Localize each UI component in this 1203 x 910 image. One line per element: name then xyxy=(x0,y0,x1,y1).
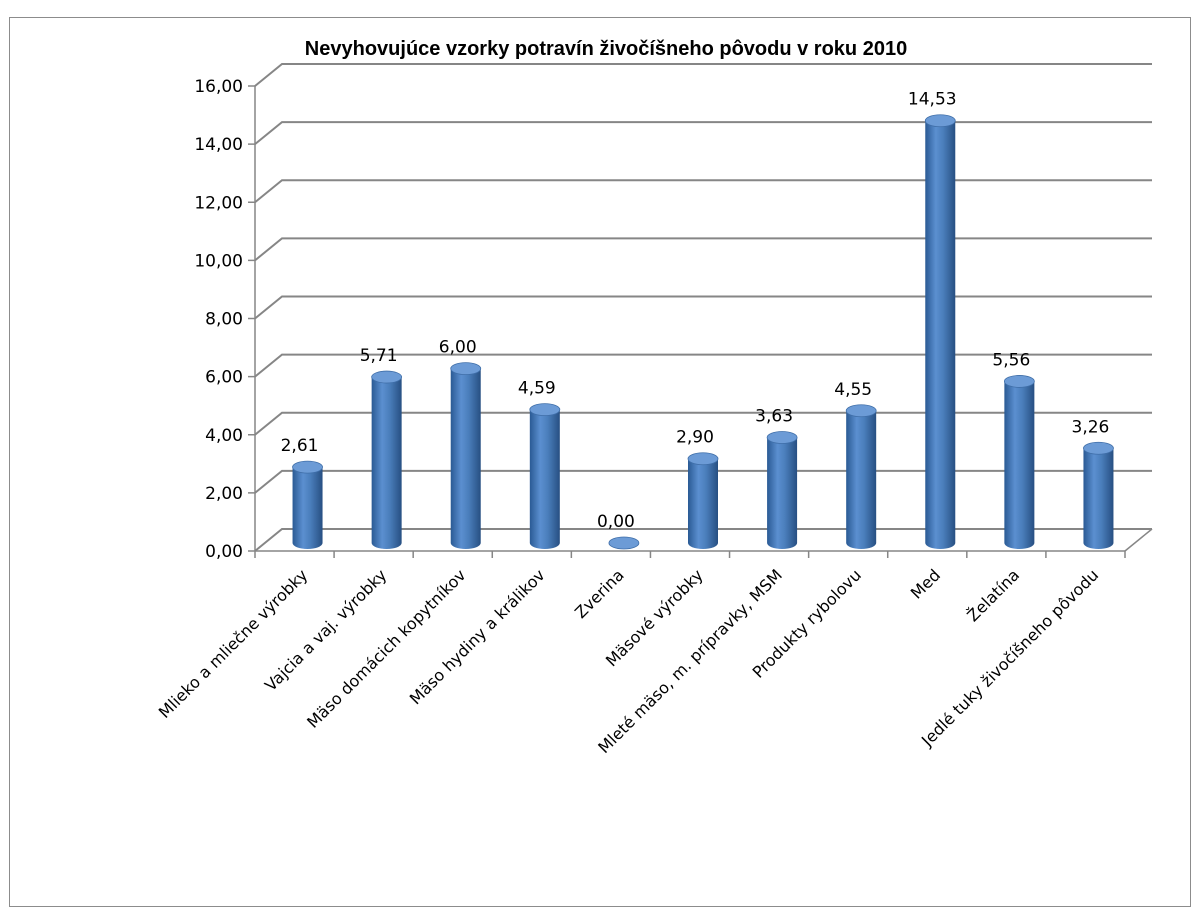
data-label: 2,61 xyxy=(281,436,319,456)
bar-chart: Nevyhovujúce vzorky potravín živočíšneho… xyxy=(155,38,1153,757)
y-tick-label: 16,00 xyxy=(194,77,243,97)
data-label: 3,63 xyxy=(755,407,793,427)
chart-title: Nevyhovujúce vzorky potravín živočíšneho… xyxy=(305,38,907,60)
bar xyxy=(371,370,403,549)
y-tick-label: 6,00 xyxy=(205,368,243,388)
gridline xyxy=(254,121,1152,145)
bar xyxy=(766,431,798,549)
category-label: Mäso domácich kopytníkov xyxy=(303,565,469,731)
y-tick-label: 12,00 xyxy=(194,193,243,213)
y-tick-label: 2,00 xyxy=(205,484,243,504)
data-label: 5,71 xyxy=(360,346,398,366)
category-label: Želatína xyxy=(963,565,1023,625)
data-label: 4,55 xyxy=(834,380,872,400)
y-axis-ticks: 0,00 2,00 4,00 6,00 8,00 10,00 12,00 14,00 16,00 xyxy=(194,77,243,562)
bar xyxy=(1083,441,1114,549)
gridline xyxy=(254,295,1152,320)
category-label: Med xyxy=(907,565,944,602)
data-label: 4,59 xyxy=(518,379,556,399)
data-label: 14,53 xyxy=(908,90,957,110)
category-label: Mlieko a mliečne výrobky xyxy=(155,565,312,722)
bar xyxy=(687,452,719,549)
bar xyxy=(292,460,323,549)
bar xyxy=(529,403,561,549)
data-label: 6,00 xyxy=(439,338,477,358)
category-label: Jedlé tuky živočíšneho pôvodu xyxy=(917,565,1102,750)
y-tick-label: 10,00 xyxy=(194,251,243,271)
y-tick-label: 0,00 xyxy=(205,542,243,562)
gridline xyxy=(254,179,1152,204)
gridline xyxy=(254,63,1152,87)
chart-frame: Nevyhovujúce vzorky potravín živočíšneho… xyxy=(9,17,1191,907)
bar xyxy=(924,114,956,550)
axes xyxy=(248,85,1153,558)
data-label: 0,00 xyxy=(597,512,635,532)
y-tick-label: 8,00 xyxy=(205,310,243,330)
category-label: Mäso hydiny a králikov xyxy=(406,565,549,708)
gridlines xyxy=(254,63,1152,552)
data-labels: 2,61 5,71 6,00 4,59 0,00 2,90 3,63 4,55 14,53 5,5… xyxy=(281,90,1110,532)
data-label: 5,56 xyxy=(992,350,1030,370)
y-tick-label: 4,00 xyxy=(205,426,243,446)
gridline xyxy=(254,353,1152,378)
bar xyxy=(450,362,482,549)
y-tick-label: 14,00 xyxy=(194,135,243,155)
data-label: 3,26 xyxy=(1072,417,1110,437)
bars xyxy=(292,114,1114,550)
bar xyxy=(1003,375,1035,549)
data-label: 2,90 xyxy=(676,428,714,448)
floor-edge xyxy=(1124,528,1153,552)
category-label: Zverina xyxy=(571,565,628,622)
bar xyxy=(608,536,640,550)
bar xyxy=(845,404,877,549)
gridline xyxy=(254,237,1152,262)
